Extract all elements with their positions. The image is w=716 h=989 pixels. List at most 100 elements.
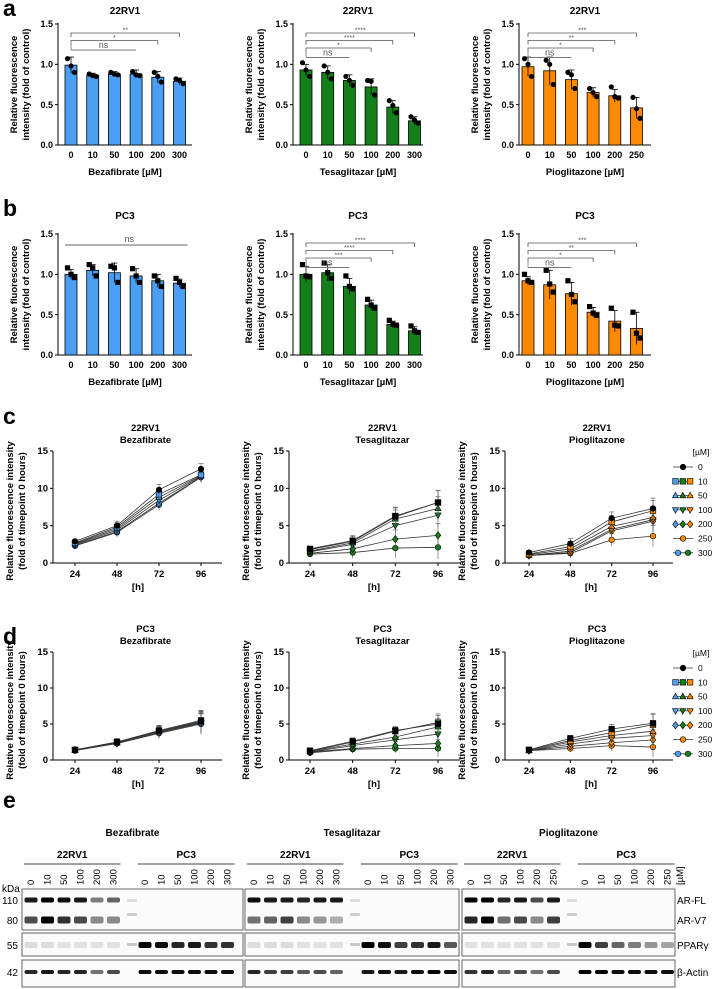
band-actin [444, 970, 457, 974]
data-point [615, 323, 621, 329]
data-point [176, 77, 183, 84]
data-point [550, 289, 556, 295]
legend-label: 0 [698, 462, 703, 472]
band-ar-fl [297, 897, 310, 903]
series-line [74, 468, 202, 542]
y-axis-label: Relative fluorescence [470, 246, 481, 344]
lane-dose-label: 100 [190, 869, 201, 885]
band-ppar [514, 942, 527, 948]
significance-label: ** [123, 28, 129, 35]
kda-label: kDa [2, 884, 20, 895]
band-ppar [155, 942, 168, 948]
y-axis-label: Relative fluorescence intensity [241, 640, 252, 780]
protein-label: β-Actin [677, 968, 708, 979]
chart-title: 22RV1 [570, 6, 601, 17]
data-point [649, 720, 657, 727]
band-ppar [280, 942, 294, 948]
band-ar-v7 [247, 916, 261, 924]
data-point [543, 267, 549, 273]
legend-marker-triangle-up [671, 491, 680, 499]
data-point [321, 63, 327, 69]
significance-label: **** [355, 28, 366, 35]
x-tick-label: 96 [196, 766, 207, 777]
data-point [593, 93, 600, 100]
data-point [608, 725, 615, 733]
y-axis-label: Relative fluorescence [470, 36, 481, 134]
x-tick-label: 96 [648, 766, 659, 777]
data-point [565, 69, 571, 75]
lane-dose-label: 200 [315, 869, 326, 885]
bar [64, 64, 78, 146]
series-line [528, 517, 654, 556]
band-actin [411, 970, 424, 974]
lane-dose-label: 10 [483, 874, 494, 885]
blot-drug-title: Tesaglitazar [323, 828, 380, 839]
band-ar-fl [41, 897, 54, 903]
data-point [130, 68, 136, 75]
bar-chart-a-1: 22RV1 Relative fluorescence intensity (fol… [9, 6, 192, 178]
blot-membrane [461, 959, 676, 988]
legend-label: 50 [698, 692, 708, 702]
y-tick-label: 15 [273, 446, 284, 457]
data-point [364, 296, 371, 302]
legend-marker-square [672, 478, 679, 485]
band-actin [628, 970, 641, 974]
chart-title: Tesaglitazar [355, 435, 410, 446]
chart-title: PC3 [373, 624, 391, 635]
data-point [393, 322, 399, 328]
ladder-band [127, 899, 137, 902]
x-tick-label: 200 [385, 150, 400, 160]
panel-label-b: b [3, 195, 18, 221]
x-tick-label: 24 [70, 569, 81, 580]
x-tick-label: 96 [433, 766, 444, 777]
data-point [525, 549, 533, 556]
data-point [343, 273, 349, 279]
bar [321, 72, 335, 146]
x-tick-label: 50 [344, 150, 354, 160]
series-line [528, 510, 654, 555]
band-ppar [378, 942, 391, 948]
band-ar-fl [530, 897, 544, 903]
bar-chart-b-2: PC3 Relative fluorescence intensity (fold … [244, 211, 423, 388]
x-tick-label: 48 [565, 569, 576, 580]
blot-membrane [244, 932, 460, 957]
significance-label: * [559, 253, 562, 260]
x-tick-label: 300 [407, 360, 422, 370]
ladder-band [567, 899, 577, 902]
band-ppar [57, 942, 71, 948]
x-axis-label: [h] [585, 582, 597, 593]
y-tick-label: 10 [489, 484, 500, 495]
series-line [74, 474, 202, 544]
series-0 [525, 712, 657, 754]
chart-title: PC3 [136, 624, 154, 635]
data-point [391, 732, 399, 740]
data-point [158, 79, 164, 85]
y-tick-label: 0.0 [501, 140, 514, 150]
band-ppar [644, 942, 658, 948]
data-point [133, 273, 139, 279]
y-axis-label: (fold of timepoint 0 hours) [253, 452, 264, 570]
bar [173, 282, 186, 356]
y-tick-label: 1.5 [275, 19, 288, 29]
band-ar-v7 [24, 916, 38, 924]
lane-dose-label: 10 [43, 874, 54, 885]
chart-title: 22RV1 [131, 423, 161, 434]
series-10 [306, 490, 442, 553]
data-point [180, 283, 186, 290]
legend-marker-triangle-down [671, 507, 680, 514]
data-point [86, 262, 92, 268]
x-tick-label: 10 [323, 360, 333, 370]
band-actin [578, 970, 592, 974]
band-ar-v7 [497, 916, 511, 924]
series-50 [525, 506, 657, 558]
band-actin [24, 970, 38, 974]
lane-dose-label: 10 [380, 874, 391, 885]
series-0 [525, 497, 657, 556]
chart-title: PC3 [348, 211, 368, 222]
band-ppar [330, 942, 343, 948]
lane-dose-label: 300 [109, 869, 120, 885]
cell-line-label: PC3 [617, 850, 637, 861]
cell-line-label: 22RV1 [497, 850, 528, 861]
band-ar-v7 [280, 916, 294, 924]
